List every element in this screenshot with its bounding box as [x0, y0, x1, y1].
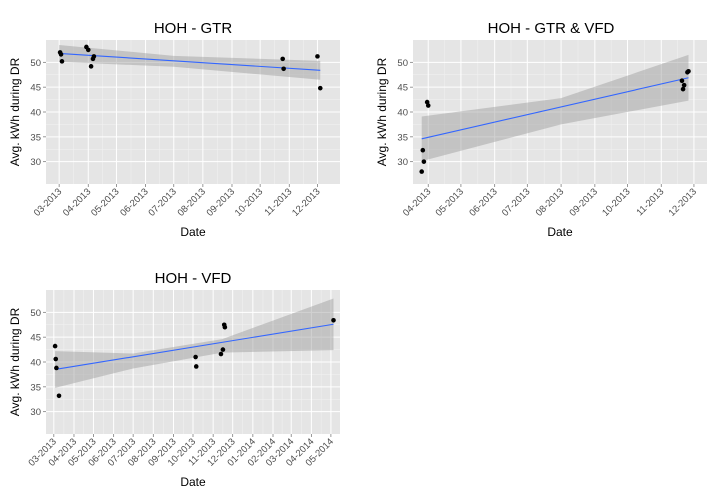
y-tick-label: 50: [397, 58, 408, 69]
y-tick-label: 40: [30, 358, 41, 369]
x-tick-label: 03-2013: [32, 186, 64, 218]
y-tick-label: 35: [30, 132, 41, 143]
data-point: [91, 54, 97, 59]
y-axis-label: Avg. kWh during DR: [375, 57, 389, 166]
data-point: [53, 356, 59, 362]
x-tick-label: 06-2013: [118, 186, 150, 218]
data-point: [54, 365, 59, 371]
y-axis-label: Avg. kWh during DR: [8, 307, 22, 416]
data-point: [425, 103, 431, 108]
data-point: [421, 159, 427, 164]
x-tick-label: 10-2013: [233, 186, 265, 218]
chart-title: HOH - GTR: [154, 20, 232, 37]
x-tick-label: 11-2013: [634, 186, 666, 218]
data-point: [424, 99, 430, 105]
x-tick-label: 12-2013: [667, 186, 699, 218]
y-tick-label: 45: [30, 83, 41, 94]
data-point: [88, 64, 94, 69]
y-tick-label: 35: [397, 132, 408, 143]
x-axis-label: Date: [180, 475, 206, 489]
x-tick-label: 06-2013: [467, 186, 499, 218]
data-point: [52, 343, 58, 349]
y-tick-label: 45: [30, 333, 41, 344]
y-axis-label: Avg. kWh during DR: [8, 57, 22, 166]
data-point: [419, 169, 425, 174]
x-tick-label: 07-2013: [500, 186, 532, 218]
y-tick-label: 30: [30, 407, 41, 418]
data-point: [58, 52, 64, 57]
y-tick-label: 30: [397, 157, 408, 168]
x-tick-label: 11-2013: [262, 186, 294, 218]
y-tick-label: 40: [397, 108, 408, 119]
data-point: [193, 354, 198, 360]
x-tick-label: 08-2013: [176, 186, 208, 218]
data-point: [679, 78, 685, 84]
data-point: [222, 324, 228, 330]
y-tick-label: 35: [30, 382, 41, 393]
x-tick-label: 09-2013: [205, 186, 237, 218]
data-point: [420, 147, 426, 153]
data-point: [680, 86, 686, 92]
data-point: [220, 347, 226, 352]
x-axis-label: Date: [180, 225, 206, 239]
confidence-band: [55, 298, 334, 388]
y-tick-label: 30: [30, 157, 41, 168]
x-axis-label: Date: [547, 225, 573, 239]
data-point: [193, 364, 199, 369]
chart-title: HOH - GTR & VFD: [488, 20, 615, 37]
y-tick-label: 40: [30, 108, 41, 119]
data-point: [681, 82, 687, 88]
data-point: [56, 393, 62, 399]
y-tick-label: 45: [397, 83, 408, 94]
data-point: [281, 66, 286, 72]
data-point: [218, 351, 224, 357]
x-tick-label: 10-2013: [600, 186, 632, 218]
chart-title: HOH - VFD: [155, 270, 232, 287]
chart-panel-2: 30 35 40 45 50 04-2013 05-2013 06-2013 07-2013 08…: [375, 20, 707, 239]
y-tick-label: 50: [30, 58, 41, 69]
data-point: [317, 85, 323, 91]
y-tick-label: 50: [30, 308, 41, 319]
data-point: [59, 59, 65, 64]
x-tick-label: 07-2013: [146, 186, 178, 218]
x-tick-label: 05-2013: [434, 186, 466, 218]
regression-line: [421, 77, 689, 140]
data-point: [85, 47, 91, 53]
x-tick-label: 12-2013: [290, 186, 322, 218]
x-tick-label: 04-2013: [61, 186, 93, 218]
regression-line: [55, 323, 334, 370]
x-tick-label: 05-2013: [89, 186, 121, 218]
chart-panel-1: 30 35 40 45 50 03-201304-201305-201306-201307…: [8, 20, 340, 239]
data-point: [280, 56, 286, 62]
chart-panel-3: 303540455003-201304-201305-201306-201307…: [8, 270, 340, 489]
x-tick-label: 09-2013: [568, 186, 600, 218]
data-point: [686, 68, 691, 74]
data-point: [331, 317, 336, 323]
regression-line: [59, 52, 321, 71]
x-tick-label: 04-2013: [401, 186, 433, 218]
x-tick-label: 08-2013: [534, 186, 566, 218]
data-point: [315, 54, 320, 59]
